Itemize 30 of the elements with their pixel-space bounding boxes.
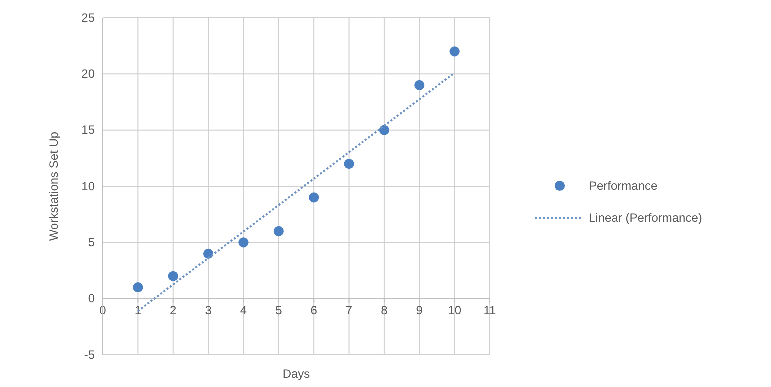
point: [168, 271, 178, 282]
x-tick-label: 6: [310, 303, 318, 318]
x-tick-label: 2: [170, 303, 178, 318]
y-tick-label: 20: [82, 67, 96, 82]
point: [238, 238, 249, 248]
x-tick-label: 8: [381, 303, 388, 318]
y-tick-label: -5: [84, 348, 96, 362]
y-tick-label: 5: [88, 236, 96, 250]
x-tick-label: 4: [240, 303, 248, 318]
x-tick-label: 3: [205, 303, 212, 318]
y-tick-label: 0: [88, 292, 96, 306]
y-tick-label: 10: [82, 179, 96, 194]
x-tick-label: 11: [484, 303, 497, 318]
point: [344, 158, 354, 170]
y-axis-title: Workstations Set Up: [47, 132, 61, 242]
point: [414, 80, 425, 90]
y-tick-label: 25: [82, 10, 96, 25]
x-tick-label: 5: [276, 303, 283, 318]
y-tick-label: 15: [82, 123, 96, 138]
legend-label: Performance: [589, 179, 658, 193]
point: [274, 226, 284, 236]
x-axis-title: Days: [282, 367, 310, 381]
x-tick-label: 9: [416, 303, 424, 318]
point: [379, 125, 390, 136]
x-tick-label: 10: [448, 303, 462, 318]
legend-label: Linear (Performance): [589, 211, 702, 225]
point: [450, 46, 460, 57]
point: [309, 192, 320, 203]
x-tick-label: 7: [346, 303, 353, 318]
point: [133, 282, 144, 293]
